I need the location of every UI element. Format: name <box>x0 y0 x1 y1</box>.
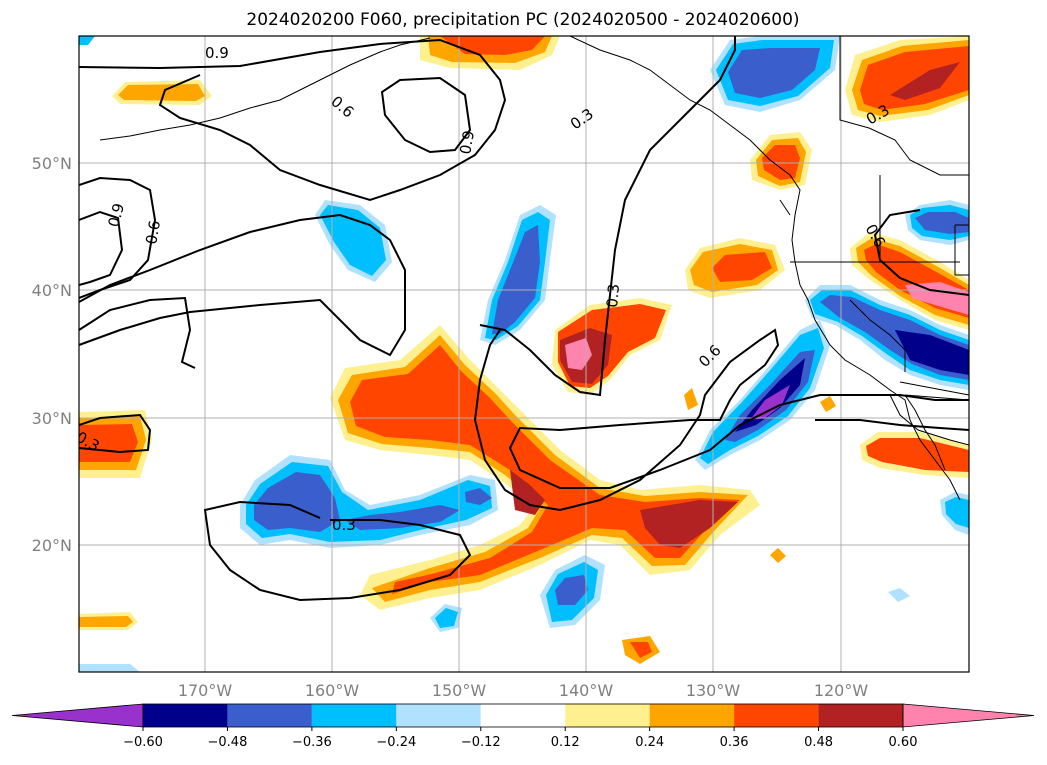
contour-label: 0.9 <box>456 129 478 156</box>
colorbar-extend-low <box>11 703 144 728</box>
lat-tick-label: 30°N <box>32 409 72 428</box>
colorbar-segment <box>565 704 650 727</box>
colorbar-tick-label: 0.12 <box>551 735 580 750</box>
contour-label: 0.3 <box>332 516 356 534</box>
lon-tick-label: 160°W <box>305 681 360 700</box>
lon-tick-label: 150°W <box>432 681 487 700</box>
gridlines <box>79 36 969 672</box>
colorbar-segment <box>143 704 228 727</box>
colorbar-tick-label: 0.36 <box>720 735 749 750</box>
colorbar-segment <box>227 704 312 727</box>
map-frame <box>78 35 970 673</box>
negative-precip-anomaly-areas <box>79 36 969 672</box>
colorbar: −0.60 −0.48 −0.36 −0.24 −0.12 0.12 0.24 0.36 0.4… <box>11 703 1035 750</box>
colorbar-tick-label: −0.48 <box>208 735 248 750</box>
lon-tick-label: 170°W <box>178 681 233 700</box>
lat-tick-label: 40°N <box>32 281 72 300</box>
longitude-tick-labels: 170°W 160°W 150°W 140°W 130°W 120°W <box>178 681 869 700</box>
colorbar-tick-label: −0.36 <box>292 735 332 750</box>
colorbar-segment <box>734 704 819 727</box>
colorbar-tick-label: 0.48 <box>804 735 833 750</box>
lat-tick-label: 20°N <box>32 536 72 555</box>
colorbar-frame <box>142 703 904 728</box>
lon-tick-label: 130°W <box>686 681 741 700</box>
lon-tick-label: 120°W <box>814 681 869 700</box>
colorbar-tick-label: −0.60 <box>123 735 163 750</box>
contour-label: 0.3 <box>603 283 623 308</box>
positive-precip-anomaly-areas <box>79 36 969 664</box>
contour-label: 0.9 <box>104 201 128 229</box>
contour-label: 0.9 <box>205 44 229 62</box>
colorbar-tick-label: −0.12 <box>461 735 501 750</box>
colorbar-segment <box>480 704 566 727</box>
colorbar-tick-label: 0.60 <box>889 735 918 750</box>
colorbar-segment <box>396 704 481 727</box>
colorbar-tick-label: −0.24 <box>376 735 416 750</box>
colorbar-extend-high <box>902 703 1035 728</box>
contour-label: 0.6 <box>142 219 164 246</box>
latitude-tick-labels: 50°N 40°N 30°N 20°N <box>32 154 72 555</box>
lon-tick-label: 140°W <box>559 681 614 700</box>
map-title: 2024020200 F060, precipitation PC (20240… <box>246 10 799 30</box>
colorbar-tick-label: 0.24 <box>635 735 664 750</box>
colorbar-segment <box>311 704 397 727</box>
map-area: 0.9 0.6 0.9 0.9 0.6 0.3 0.3 0.3 0.6 0.3 … <box>79 36 969 672</box>
colorbar-segment <box>818 704 903 727</box>
colorbar-segment <box>649 704 735 727</box>
lat-tick-label: 50°N <box>32 154 72 173</box>
contour-lines <box>79 36 969 602</box>
